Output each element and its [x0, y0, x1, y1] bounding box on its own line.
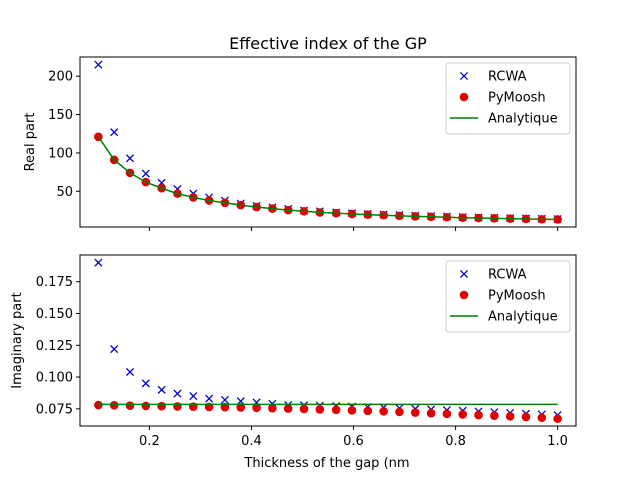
point-rcwa	[125, 154, 135, 163]
point-pymoosh	[347, 406, 357, 415]
point-pymoosh	[363, 406, 373, 416]
point-rcwa	[141, 169, 150, 178]
axes-frame	[79, 56, 577, 228]
point-pymoosh	[94, 400, 103, 410]
point-pymoosh	[458, 410, 468, 419]
y-tick-label: 200	[48, 70, 73, 85]
chart-title: Effective index of the GP	[229, 34, 427, 53]
legend-marker-rcwa	[459, 269, 469, 279]
point-pymoosh	[283, 404, 293, 413]
point-pymoosh	[236, 403, 246, 412]
point-rcwa	[94, 60, 103, 69]
y-tick-label: 0.075	[36, 402, 73, 417]
point-pymoosh	[426, 408, 436, 418]
point-pymoosh	[490, 411, 499, 421]
point-pymoosh	[109, 400, 119, 410]
point-pymoosh	[379, 407, 388, 416]
point-rcwa	[110, 128, 119, 137]
point-rcwa	[173, 389, 182, 398]
point-pymoosh	[442, 409, 452, 419]
y-tick-label: 0.175	[36, 275, 73, 290]
x-tick-label: 0.2	[139, 434, 160, 449]
point-pymoosh	[157, 401, 166, 411]
axes-frame	[79, 254, 577, 427]
point-rcwa	[125, 367, 135, 377]
point-rcwa	[157, 385, 166, 394]
point-pymoosh	[410, 408, 420, 417]
point-pymoosh	[395, 407, 404, 417]
point-pymoosh	[94, 132, 103, 142]
y-tick-label: 50	[56, 185, 73, 200]
point-rcwa	[94, 258, 103, 267]
point-rcwa	[189, 392, 198, 401]
plot-imaginary-part: 0.2 0.4 0.6 0.8 1.0 0.075 0.100 0.125 0.150 0.175…	[10, 254, 577, 471]
legend-marker-pymoosh	[459, 92, 469, 102]
plot-real-part: 50 100 150 200 Real part RCWA PyMoosh Analytiqu…	[23, 56, 577, 231]
x-tick-label: 0.8	[445, 434, 466, 449]
legend-label-analytique: Analytique	[488, 310, 558, 325]
point-pymoosh	[537, 413, 547, 423]
legend-label-rcwa: RCWA	[488, 268, 527, 283]
legend-box	[445, 260, 571, 333]
point-pymoosh	[331, 405, 341, 415]
y-tick-label: 0.100	[36, 371, 73, 386]
point-rcwa	[205, 394, 214, 403]
legend-label-pymoosh: PyMoosh	[488, 289, 546, 304]
point-pymoosh	[268, 403, 277, 413]
point-pymoosh	[173, 402, 182, 411]
y-tick-label: 150	[48, 108, 73, 123]
series-line-analytique	[97, 136, 558, 221]
point-pymoosh	[299, 404, 309, 414]
y-tick-label: 100	[48, 146, 73, 161]
point-rcwa	[236, 397, 245, 406]
y-axis-label: Imaginary part	[10, 292, 25, 388]
point-pymoosh	[505, 412, 515, 421]
point-pymoosh	[141, 401, 151, 411]
y-axis-label: Real part	[23, 113, 38, 172]
point-pymoosh	[553, 414, 562, 424]
legend-box	[445, 62, 571, 135]
y-tick-label: 0.125	[36, 339, 73, 354]
x-tick-label: 0.4	[241, 434, 262, 449]
x-axis-label: Thickness of the gap (nm	[243, 456, 409, 471]
legend-marker-pymoosh	[459, 290, 469, 300]
x-tick-label: 0.6	[343, 434, 364, 449]
x-tick-label: 1.0	[547, 434, 568, 449]
legend-label-rcwa: RCWA	[488, 70, 527, 85]
y-tick-label: 0.150	[36, 307, 73, 322]
legend-label-analytique: Analytique	[488, 112, 558, 127]
point-pymoosh	[521, 412, 531, 422]
point-pymoosh	[252, 403, 261, 413]
point-rcwa	[141, 379, 150, 388]
point-rcwa	[110, 345, 119, 354]
point-pymoosh	[125, 401, 135, 410]
legend-label-pymoosh: PyMoosh	[488, 91, 546, 106]
point-rcwa	[220, 395, 229, 404]
legend-marker-rcwa	[459, 71, 469, 81]
point-pymoosh	[474, 410, 483, 420]
point-pymoosh	[315, 405, 325, 414]
